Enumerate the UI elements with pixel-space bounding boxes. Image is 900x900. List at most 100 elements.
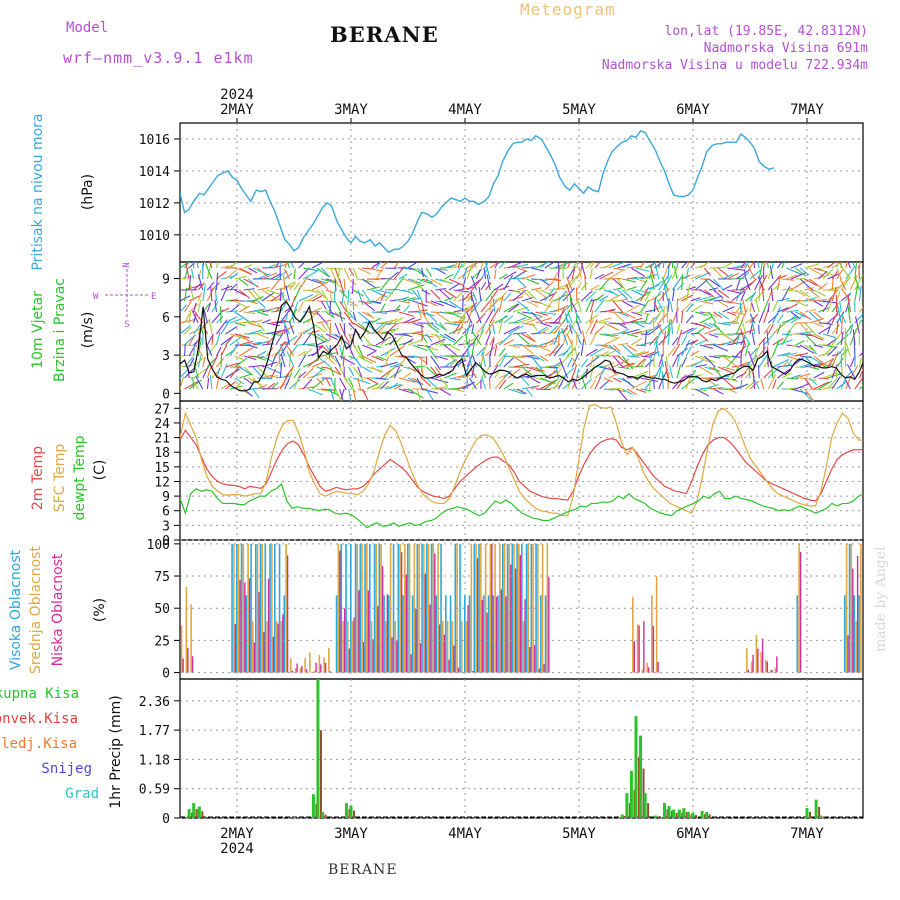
- wind-arrow: [492, 298, 496, 313]
- wind-arrow: [316, 333, 330, 342]
- wind-arrow: [289, 378, 301, 390]
- wind-arrow: [631, 267, 646, 277]
- wind-arrow: [695, 295, 713, 302]
- wind-arrow: [275, 270, 288, 280]
- wind-arrow: [757, 365, 760, 379]
- wind-arrow: [617, 263, 631, 269]
- wind-arrow: [767, 374, 777, 390]
- wind-arrow: [653, 301, 660, 313]
- precip-conv-bar: [324, 814, 327, 818]
- precip-total-bar: [639, 735, 643, 818]
- wind-arrow: [839, 277, 847, 291]
- cloud-high-bar: [502, 543, 504, 673]
- wind-arrow: [380, 337, 390, 346]
- wind-arrow: [462, 355, 465, 368]
- wind-arrow: [289, 282, 296, 291]
- wind-arrow: [234, 311, 250, 323]
- precip-total-bar: [349, 805, 353, 818]
- wind-arrow: [654, 262, 660, 280]
- wind-arrow: [580, 358, 589, 368]
- wind-arrow: [613, 287, 623, 291]
- wind-arrow: [371, 262, 382, 269]
- wind-arrow: [193, 346, 195, 357]
- wind-arrow: [209, 375, 213, 390]
- cloud-mid-bar: [494, 543, 496, 673]
- wind-arrow: [859, 351, 863, 357]
- wind-arrow: [735, 278, 741, 291]
- wind-arrow: [435, 322, 446, 331]
- wind-arrow: [749, 299, 753, 313]
- wind-arrow: [307, 388, 323, 396]
- wind-arrow: [489, 338, 495, 357]
- wind-arrow: [334, 322, 341, 336]
- wind-arrow: [695, 271, 710, 280]
- wind-arrow: [286, 351, 295, 368]
- wind-arrow: [320, 300, 327, 310]
- panel-frame: [179, 678, 864, 819]
- wind-arrow: [553, 343, 564, 357]
- wind-arrow: [744, 269, 746, 280]
- wind-arrow: [649, 354, 653, 368]
- cloud-low-bar: [510, 564, 512, 673]
- cloud-low-bar: [491, 543, 493, 673]
- wind-arrow: [667, 327, 671, 346]
- wind-arrow: [622, 300, 634, 308]
- wind-arrow: [211, 301, 219, 313]
- cloud-low-bar: [253, 642, 256, 673]
- wind-arrow: [717, 289, 730, 299]
- precip-legend-4: Grad: [65, 786, 99, 802]
- wind-arrow: [439, 300, 456, 308]
- wind-arrow: [599, 321, 609, 324]
- wind-arrow: [847, 306, 851, 324]
- wind-arrow: [670, 319, 674, 335]
- wind-arrow: [278, 350, 281, 368]
- wind-arrow: [279, 344, 286, 357]
- wind-arrow: [503, 271, 517, 280]
- cloud-mid-bar: [537, 543, 539, 673]
- cloud-low-bar: [367, 590, 370, 673]
- wind-arrow: [189, 376, 199, 390]
- wind-arrow: [485, 288, 496, 302]
- wind-arrow: [243, 377, 253, 385]
- wind-arrow: [517, 317, 532, 324]
- cloud-mid-bar: [290, 658, 292, 673]
- wind-arrow: [184, 344, 186, 357]
- wind-arrow: [211, 282, 221, 291]
- cloud-low-bar: [320, 664, 322, 673]
- cloud-mid-bar: [850, 543, 853, 673]
- wind-arrow: [736, 268, 751, 280]
- wind-arrow: [453, 262, 459, 269]
- wind-arrow: [362, 320, 374, 324]
- wind-arrow: [562, 262, 568, 269]
- day-label-bottom: 4MAY: [448, 826, 482, 842]
- wind-arrow: [640, 279, 648, 291]
- wind-arrow: [804, 322, 817, 336]
- wind-arrow: [214, 299, 218, 313]
- wind-barbs: [180, 262, 863, 401]
- wind-arrow: [727, 311, 737, 317]
- wind-arrow: [658, 288, 670, 302]
- wind-arrow: [704, 322, 713, 329]
- wind-arrow: [626, 317, 643, 324]
- wind-arrow: [243, 278, 259, 288]
- wind-arrow: [858, 262, 861, 269]
- wind-arrow: [485, 346, 496, 357]
- cloud-low-bar: [272, 636, 275, 673]
- wind-arrow: [316, 278, 329, 290]
- wind-arrow: [672, 343, 681, 357]
- wind-arrow: [325, 388, 340, 397]
- wind-arrow: [804, 355, 816, 369]
- cloud-mid-bar: [237, 543, 240, 673]
- cloud-high-bar: [373, 543, 376, 673]
- wind-arrow: [266, 289, 283, 296]
- wind-arrow: [261, 272, 278, 280]
- wind-arrow: [708, 287, 719, 291]
- wind-arrow: [845, 262, 848, 269]
- wind-arrow: [480, 282, 487, 291]
- cloud-high-bar: [540, 595, 542, 673]
- cloud-low-bar: [757, 648, 759, 673]
- cloud-mid-bar: [860, 543, 862, 673]
- wind-arrow: [539, 328, 549, 335]
- wind-arrow: [622, 362, 634, 368]
- wind-arrow: [581, 330, 587, 346]
